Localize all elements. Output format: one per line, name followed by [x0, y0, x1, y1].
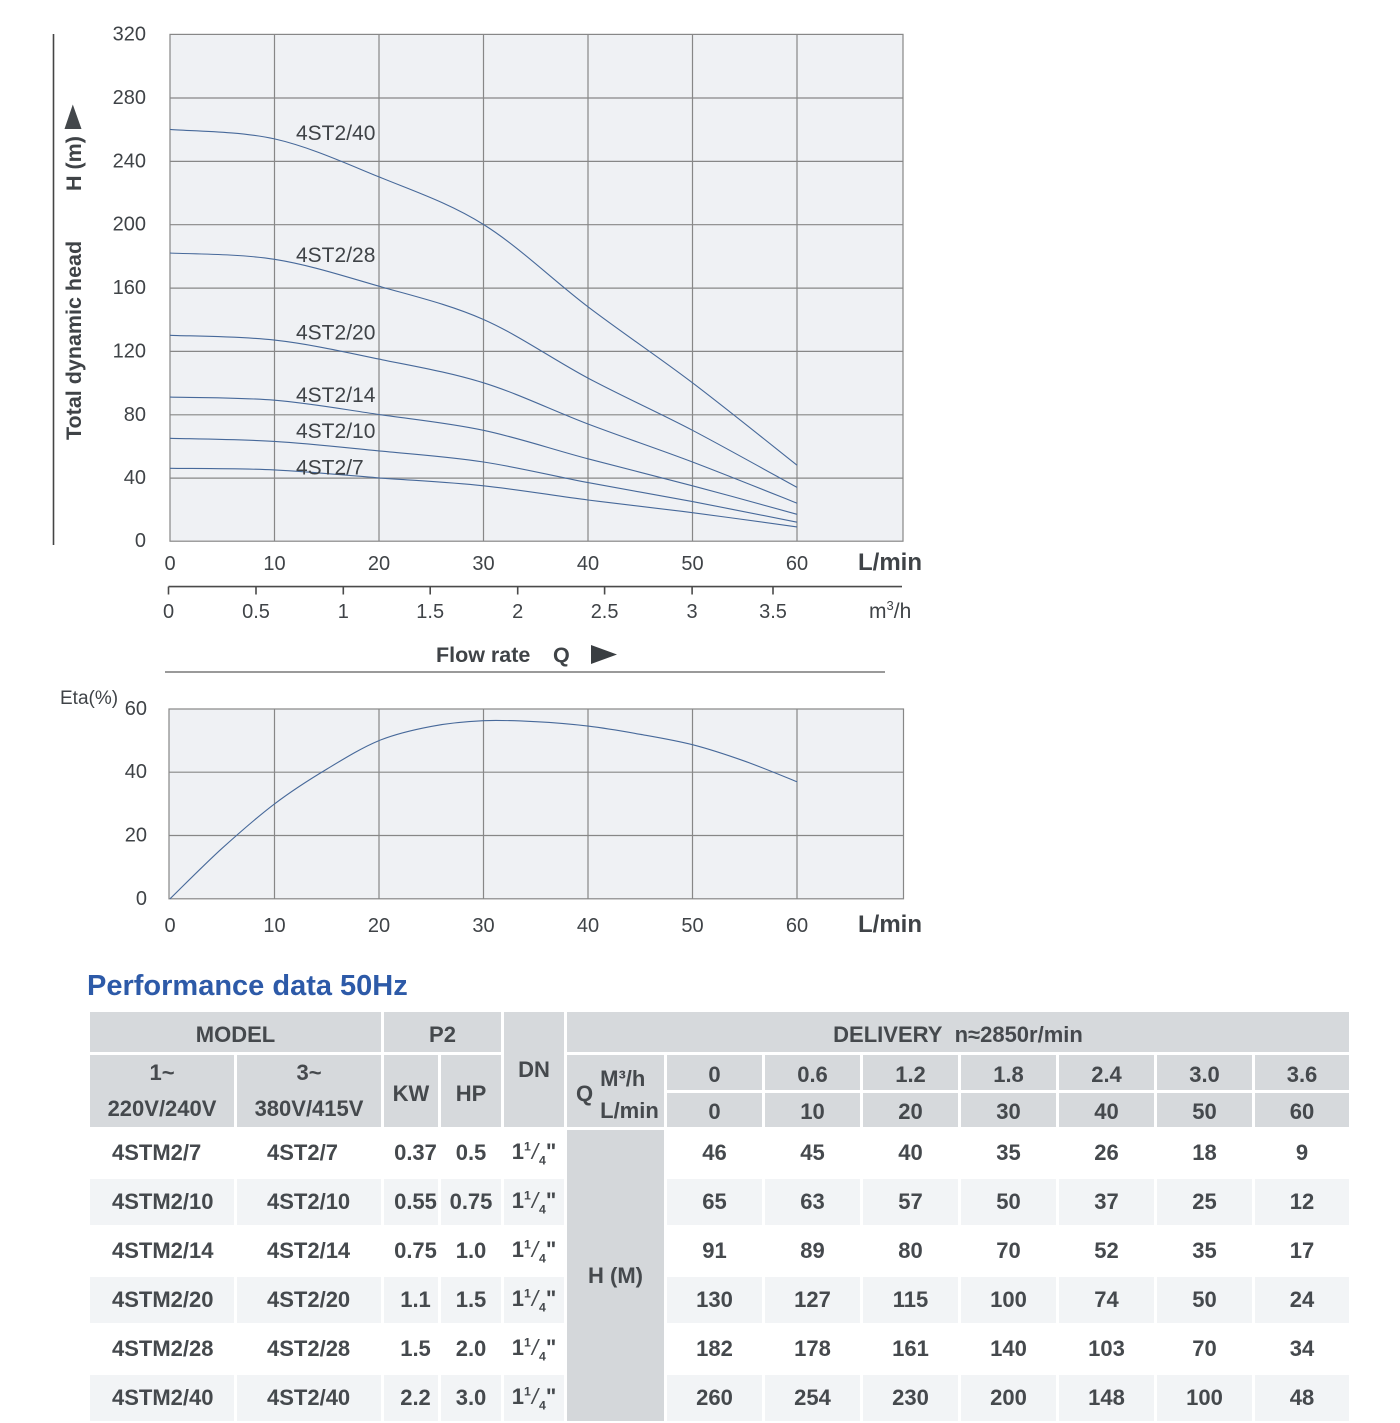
svg-text:40: 40: [125, 761, 147, 783]
svg-text:0: 0: [136, 888, 147, 910]
svg-text:2: 2: [512, 601, 523, 623]
svg-text:20: 20: [368, 915, 390, 937]
svg-text:80: 80: [124, 404, 146, 426]
svg-text:320: 320: [113, 24, 146, 46]
svg-text:H (m): H (m): [62, 136, 86, 191]
svg-text:L/min: L/min: [858, 549, 922, 576]
svg-text:3.5: 3.5: [759, 601, 787, 623]
svg-text:1: 1: [338, 601, 349, 623]
svg-text:20: 20: [125, 825, 147, 847]
svg-text:40: 40: [577, 553, 599, 575]
svg-text:0: 0: [164, 915, 175, 937]
svg-text:4ST2/28: 4ST2/28: [296, 244, 375, 267]
svg-text:280: 280: [113, 87, 146, 109]
svg-text:200: 200: [113, 214, 146, 236]
svg-text:50: 50: [681, 553, 703, 575]
svg-text:4ST2/20: 4ST2/20: [296, 322, 375, 345]
svg-text:120: 120: [113, 340, 146, 362]
svg-text:1.5: 1.5: [416, 601, 444, 623]
svg-text:L/min: L/min: [858, 911, 922, 938]
svg-text:240: 240: [113, 150, 146, 172]
svg-text:0: 0: [163, 601, 174, 623]
svg-text:30: 30: [472, 553, 494, 575]
svg-text:m3/h: m3/h: [869, 598, 911, 623]
svg-text:0: 0: [164, 553, 175, 575]
svg-text:2.5: 2.5: [591, 601, 619, 623]
svg-text:4ST2/14: 4ST2/14: [296, 384, 376, 407]
svg-text:3: 3: [687, 601, 698, 623]
svg-text:4ST2/40: 4ST2/40: [296, 122, 375, 145]
svg-text:10: 10: [263, 553, 285, 575]
svg-text:50: 50: [681, 915, 703, 937]
svg-text:Flow rate: Flow rate: [436, 643, 530, 667]
svg-text:60: 60: [125, 698, 147, 720]
svg-text:40: 40: [577, 915, 599, 937]
svg-text:Eta(%): Eta(%): [60, 688, 118, 709]
svg-text:60: 60: [786, 553, 808, 575]
svg-text:30: 30: [472, 915, 494, 937]
svg-text:Total dynamic head: Total dynamic head: [62, 241, 86, 440]
svg-text:4ST2/7: 4ST2/7: [296, 457, 364, 480]
svg-text:10: 10: [263, 915, 285, 937]
svg-text:4ST2/10: 4ST2/10: [296, 420, 375, 443]
svg-text:0: 0: [135, 530, 146, 552]
svg-text:60: 60: [786, 915, 808, 937]
svg-text:Q: Q: [553, 643, 570, 667]
svg-text:160: 160: [113, 277, 146, 299]
svg-text:0.5: 0.5: [242, 601, 270, 623]
svg-text:20: 20: [368, 553, 390, 575]
svg-text:40: 40: [124, 467, 146, 489]
